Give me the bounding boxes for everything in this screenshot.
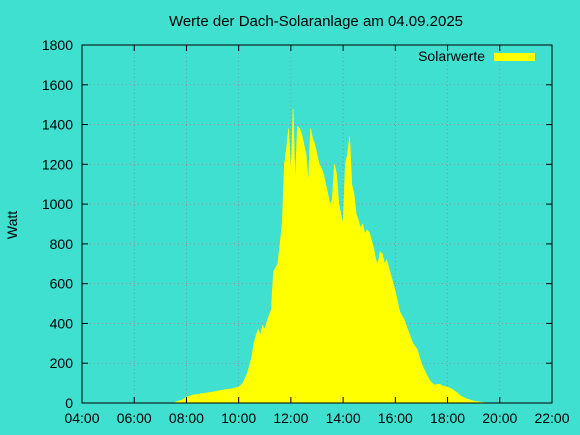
x-tick-label: 12:00 <box>273 410 308 426</box>
x-tick-label: 22:00 <box>534 410 569 426</box>
y-tick-label: 600 <box>50 276 74 292</box>
x-tick-label: 06:00 <box>117 410 152 426</box>
x-tick-label: 16:00 <box>378 410 413 426</box>
series-area-solarwerte <box>175 108 492 404</box>
y-tick-label: 1800 <box>42 37 73 53</box>
y-tick-label: 1200 <box>42 156 73 172</box>
y-axis-label: Watt <box>4 211 20 239</box>
x-tick-label: 10:00 <box>221 410 256 426</box>
y-tick-label: 1000 <box>42 196 73 212</box>
x-tick-label: 04:00 <box>64 410 99 426</box>
y-tick-label: 400 <box>50 315 74 331</box>
x-tick-label: 14:00 <box>326 410 361 426</box>
legend-label: Solarwerte <box>418 48 485 64</box>
legend: Solarwerte <box>418 48 535 64</box>
legend-swatch <box>494 53 535 61</box>
y-tick-label: 800 <box>50 236 74 252</box>
y-tick-label: 1400 <box>42 117 73 133</box>
chart-title: Werte der Dach-Solaranlage am 04.09.2025 <box>169 13 463 30</box>
plot-frame <box>81 44 553 404</box>
x-tick-label: 18:00 <box>430 410 465 426</box>
x-tick-label: 08:00 <box>169 410 204 426</box>
plot-area <box>175 108 492 404</box>
axis-ticks: 0 200 400 600 800 1000 1200 1400 1600 1800 04:00 06… <box>42 37 570 426</box>
y-tick-label: 200 <box>50 355 74 371</box>
x-tick-label: 20:00 <box>482 410 517 426</box>
y-tick-label: 1600 <box>42 77 73 93</box>
y-tick-label: 0 <box>65 395 73 411</box>
